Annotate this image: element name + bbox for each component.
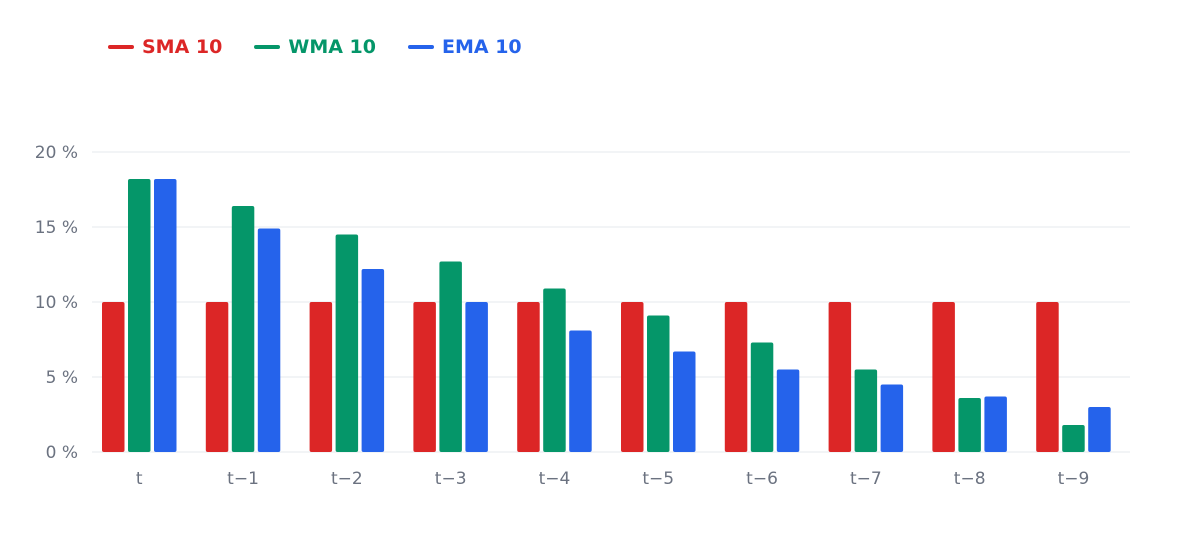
legend-swatch-wma [254,45,281,49]
x-tick-label: t−6 [746,469,778,489]
bar [205,302,229,452]
bar [569,330,592,452]
bar [880,384,904,452]
legend-label-sma: SMA 10 [142,36,223,58]
bar [984,396,1007,452]
legend-item-ema[interactable]: EMA 10 [407,36,522,58]
x-tick-label: t−5 [642,469,674,489]
chart-legend: SMA 10 WMA 10 EMA 10 [108,36,554,58]
x-tick-label: t−3 [435,469,467,489]
y-tick-label: 0 % [46,443,78,463]
y-tick-label: 20 % [35,143,78,163]
legend-item-sma[interactable]: SMA 10 [108,36,222,58]
bar [154,179,177,452]
bar [1062,425,1085,452]
bar [128,179,151,452]
bar [309,302,333,452]
y-tick-label: 5 % [46,368,78,388]
bar [621,302,644,452]
bar [673,351,696,452]
legend-swatch-sma [108,45,134,49]
bar [231,206,255,452]
bar [439,261,462,452]
bar [932,302,955,452]
x-tick-label: t−7 [850,469,882,489]
y-tick-label: 15 % [35,218,78,238]
x-tick-label: t−1 [227,469,259,489]
bar [465,302,488,452]
bar [828,302,852,452]
bar [724,302,748,452]
y-tick-label: 10 % [35,293,78,313]
bar [750,342,774,452]
bar [517,302,540,452]
bar [647,315,670,452]
bar [958,398,981,452]
bar [361,269,385,452]
bar [854,369,878,452]
bar [102,302,125,452]
x-tick-label: t−8 [954,469,986,489]
bar [1036,302,1059,452]
legend-label-wma: WMA 10 [288,36,376,58]
legend-label-ema: EMA 10 [441,36,522,58]
legend-swatch-ema [407,45,434,49]
legend-item-wma[interactable]: WMA 10 [254,36,376,58]
bar [776,369,800,452]
bar [543,288,566,452]
x-tick-label: t−2 [331,469,363,489]
bar [335,234,359,452]
x-tick-label: t−4 [539,469,571,489]
bar [257,228,281,452]
x-tick-label: t [136,469,143,489]
bar [413,302,436,452]
bar [1088,407,1111,452]
x-tick-label: t−9 [1058,469,1090,489]
